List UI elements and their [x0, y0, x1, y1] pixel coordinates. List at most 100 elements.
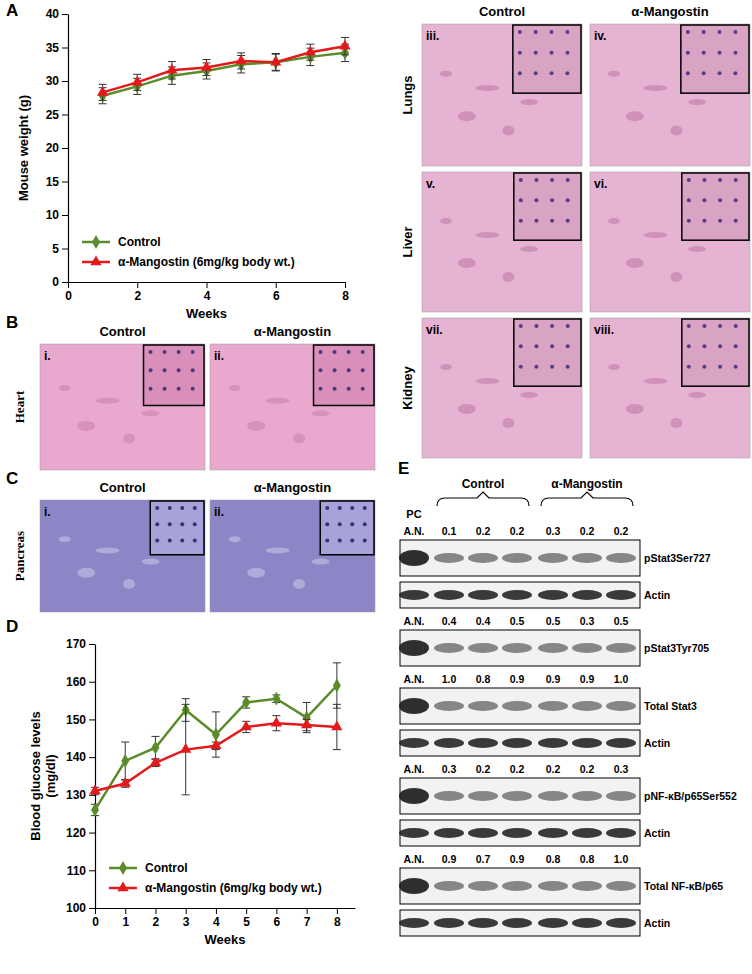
x-tick: 6 — [273, 282, 280, 303]
group-header: α-Mangostin — [551, 477, 622, 491]
organ-label: Heart — [12, 390, 27, 423]
inset-nucleus — [163, 368, 167, 372]
panel-label: B — [6, 313, 18, 332]
blot-band — [572, 881, 602, 891]
inset-nucleus — [534, 344, 538, 348]
inset-nucleus — [191, 387, 195, 391]
inset-nucleus — [687, 219, 691, 223]
tissue-detail — [644, 378, 668, 384]
y-tick-label: 15 — [46, 175, 60, 189]
inset-nucleus — [734, 219, 738, 223]
inset-nucleus — [550, 198, 554, 202]
y-tick-mark — [89, 908, 95, 909]
tissue-detail — [247, 421, 265, 431]
inset-nucleus — [319, 350, 323, 354]
x-tick-label: 6 — [274, 915, 281, 929]
densitometry-value: 0.1 — [442, 525, 457, 537]
marker — [272, 692, 280, 706]
marker — [151, 741, 159, 755]
y-tick-mark — [62, 215, 68, 216]
x-tick-label: 3 — [183, 915, 190, 929]
micrograph — [210, 344, 375, 470]
legend: Control α-Mangostin (6mg/kg body wt.) — [82, 235, 295, 269]
tissue-detail — [502, 418, 514, 428]
tissue-detail — [688, 246, 706, 252]
tissue-detail — [476, 85, 500, 91]
inset-nucleus — [519, 344, 523, 348]
panel-numeral: ii. — [214, 349, 224, 363]
densitometry-value: 0.2 — [614, 525, 629, 537]
inset-nucleus — [566, 365, 570, 369]
blot-band — [434, 553, 464, 563]
column-header: α-Mangostin — [254, 324, 331, 339]
legend: Controlα-Mangostin (6mg/kg body wt.) — [109, 861, 322, 895]
marker — [270, 56, 281, 66]
marker — [150, 756, 161, 766]
inset-nucleus — [338, 522, 342, 526]
blot-band — [399, 918, 429, 928]
y-tick-mark — [62, 249, 68, 250]
densitometry-value: 0.8 — [546, 853, 561, 865]
inset-nucleus — [734, 178, 738, 182]
legend-label: α-Mangostin (6mg/kg body wt.) — [145, 881, 322, 895]
blot-band — [538, 590, 568, 600]
blot-frame — [400, 730, 640, 756]
x-tick-label: 8 — [342, 289, 349, 303]
densitometry-value: 0.5 — [510, 615, 525, 627]
legend-marker — [92, 235, 100, 249]
marker — [242, 696, 250, 710]
x-tick-label: 4 — [204, 289, 211, 303]
inset-nucleus — [325, 522, 329, 526]
blot-band — [399, 828, 429, 838]
y-tick-label: 150 — [66, 713, 86, 727]
blot-band — [572, 918, 602, 928]
inset-nucleus — [325, 506, 329, 510]
micrograph — [40, 500, 205, 612]
y-axis-line — [95, 645, 96, 909]
histology-pancreas: Controlα-MangostinPancreasi.ii. — [12, 480, 375, 612]
densitometry-value: A.N. — [404, 763, 425, 775]
marker — [121, 754, 129, 768]
x-tick-mark — [137, 282, 138, 288]
x-tick-label: 6 — [273, 289, 280, 303]
inset-nucleus — [519, 365, 523, 369]
inset-nucleus — [193, 522, 197, 526]
x-tick-mark — [216, 908, 217, 914]
tissue-detail — [626, 404, 644, 414]
blot-band — [606, 881, 636, 891]
y-tick: 25 — [46, 108, 68, 122]
inset-nucleus — [566, 178, 570, 182]
column-header: Control — [99, 324, 145, 339]
inset-nucleus — [319, 368, 323, 372]
blot-band — [502, 918, 532, 928]
legend-label: α-Mangostin (6mg/kg body wt.) — [118, 255, 295, 269]
inset-nucleus — [347, 368, 351, 372]
densitometry-value: 0.9 — [510, 853, 525, 865]
blot-band — [468, 881, 498, 891]
x-tick-label: 1 — [122, 915, 129, 929]
series-line — [95, 685, 337, 809]
micrograph — [422, 172, 582, 312]
inset-nucleus — [363, 506, 367, 510]
blot-band — [606, 590, 636, 600]
western-blot: Controlα-MangostinPCA.N.0.10.20.20.30.20… — [399, 477, 737, 936]
tissue-detail — [266, 547, 290, 553]
tissue-detail — [670, 418, 682, 428]
densitometry-value: 0.9 — [442, 853, 457, 865]
inset-nucleus — [347, 350, 351, 354]
inset-nucleus — [550, 365, 554, 369]
y-tick-label: 100 — [66, 901, 86, 915]
band-label: Actin — [644, 827, 670, 839]
inset-nucleus — [566, 324, 570, 328]
blot-band — [606, 918, 636, 928]
histology-organs: Controlα-MangostinLungsiii.iv.Liverv.vi.… — [400, 4, 750, 458]
x-tick-mark — [95, 908, 96, 914]
tissue-detail — [123, 579, 135, 589]
x-axis-title: Weeks — [186, 306, 227, 321]
y-tick-label: 35 — [46, 41, 60, 55]
densitometry-value: 0.3 — [546, 525, 561, 537]
densitometry-value: 0.3 — [614, 763, 629, 775]
micrograph-inset — [314, 345, 374, 405]
legend-label: Control — [118, 235, 161, 249]
blot-band — [434, 881, 464, 891]
